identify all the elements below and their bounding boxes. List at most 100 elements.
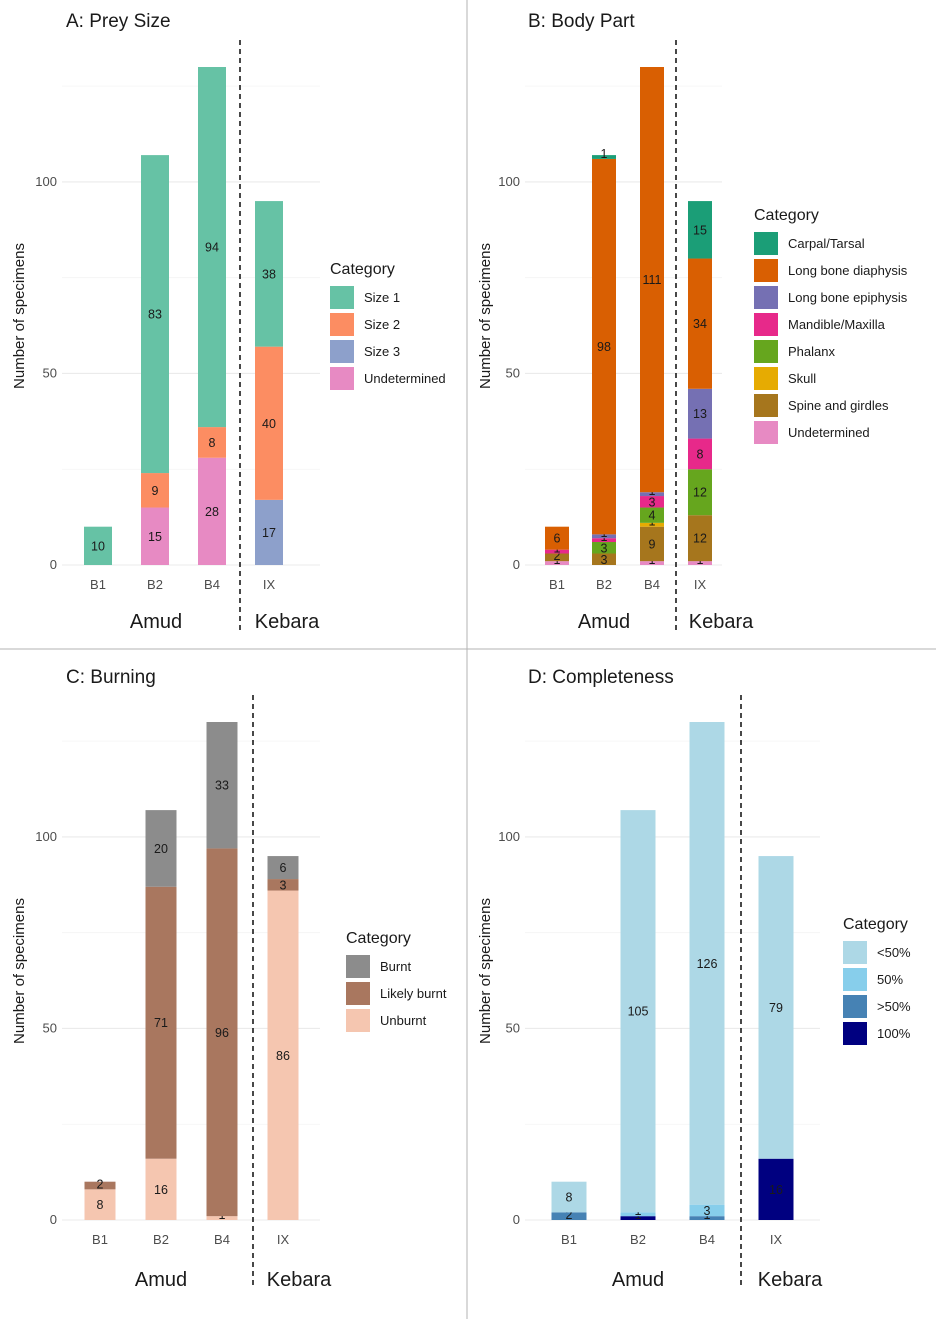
data-label: 3 [649,495,656,509]
site-label-kebara: Kebara [267,1269,332,1291]
site-label-kebara: Kebara [689,611,754,633]
panel-title: C: Burning [66,667,156,688]
data-label: 17 [262,526,276,540]
bar-segment-ix-100- [758,1158,794,1220]
bar-segment-b4-mandible-maxilla [640,496,664,508]
bar-segment-ix-size-3 [255,499,283,565]
y-tick-label: 100 [35,829,57,844]
x-tick-label: B2 [596,577,612,592]
bar-segment-ix-mandible-maxilla [688,438,712,470]
data-label: 12 [693,532,707,546]
x-tick-label: B4 [214,1232,230,1247]
bar-segment-b2-size-1 [141,155,169,474]
data-label: 3 [601,541,608,555]
panel-title: B: Body Part [528,11,635,32]
bar-segment-b4-undetermined [640,561,664,565]
site-label-amud: Amud [130,611,182,633]
data-label: 3 [601,553,608,567]
legend-title: Category [843,916,908,933]
legend-item-label: Mandible/Maxilla [788,317,886,332]
y-axis-label: Number of specimens [11,243,28,389]
legend-item-label: Size 2 [364,317,400,332]
x-tick-label: IX [694,577,707,592]
y-tick-label: 100 [498,174,520,189]
data-label: 2 [97,1177,104,1191]
legend-item-label: <50% [877,945,911,960]
bar-segment-ix-undetermined [688,561,712,565]
bar-segment-b1--50- [551,1181,587,1213]
bar-segment-b4--50- [689,722,725,1205]
site-label-amud: Amud [135,1269,187,1291]
site-label-amud: Amud [612,1269,664,1291]
bar-segment-ix-size-2 [255,346,283,500]
legend-swatch [843,941,867,964]
bar-segment-b2-undetermined [141,507,169,565]
bar-segment-b2-unburnt [145,1158,177,1220]
bar-segment-b1-mandible-maxilla [545,549,569,554]
legend-item-label: Spine and girdles [788,398,889,413]
legend: Category Carpal/Tarsal Long bone diaphysis… [754,207,908,444]
x-tick-label: B4 [204,577,220,592]
bar-segment-b2-long-bone-diaphysis [592,158,616,535]
data-label: 34 [693,317,707,331]
legend-item-label: 100% [877,1026,911,1041]
bar-segment-b4-spine-and-girdles [640,526,664,562]
legend-item-label: Burnt [380,959,411,974]
data-label: 3 [704,1204,711,1218]
legend-title: Category [754,207,819,224]
bar-segment-b4-skull [640,522,664,527]
data-label: 71 [154,1016,168,1030]
bar-segment-b1-unburnt [84,1189,116,1220]
legend-swatch [843,968,867,991]
bar-segment-b4-unburnt [206,1216,238,1220]
bar-segment-b2-100- [620,1216,656,1220]
legend: Category Burnt Likely burnt Unburnt [346,930,447,1032]
bar-segment-ix-burnt [267,856,299,880]
legend: Category Size 1 Size 2 Size 3 Undetermined [330,261,446,390]
x-tick-label: B4 [699,1232,715,1247]
data-label: 126 [697,957,718,971]
x-tick-label: IX [770,1232,783,1247]
y-tick-label: 50 [506,1020,520,1035]
data-label: 8 [566,1191,573,1205]
y-tick-label: 0 [513,557,520,572]
bar-segment-b4-likely-burnt [206,848,238,1217]
bar-segment-ix-likely-burnt [267,879,299,891]
data-label: 3 [280,878,287,892]
bar-segment-b4-size-1 [198,67,226,428]
legend-item-label: Carpal/Tarsal [788,236,865,251]
x-tick-label: B4 [644,577,660,592]
data-label: 111 [642,273,661,287]
y-tick-label: 50 [506,365,520,380]
bar-segment-ix-long-bone-diaphysis [688,258,712,389]
chart-panel-a: A: Prey Size Number of specimens 0 50 100 10 B… [11,11,446,633]
y-tick-label: 0 [50,1212,57,1227]
x-tick-label: B1 [549,577,565,592]
bar-segment-b4-burnt [206,722,238,849]
y-tick-label: 0 [50,557,57,572]
legend-item-label: 50% [877,972,903,987]
legend-swatch [346,955,370,978]
data-label: 4 [649,509,656,523]
panel-title: D: Completeness [528,667,674,688]
legend-swatch [330,286,354,309]
bar-segment-b1-likely-burnt [84,1181,116,1190]
data-label: 6 [554,532,561,546]
chart-panel-c: C: Burning Number of specimens 0 50 100 8 2 B1 1… [11,667,447,1291]
legend-item-label: Phalanx [788,344,835,359]
data-label: 8 [97,1198,104,1212]
x-tick-label: B2 [153,1232,169,1247]
legend-swatch [843,995,867,1018]
legend-swatch [330,367,354,390]
site-label-amud: Amud [578,611,630,633]
x-tick-label: B2 [630,1232,646,1247]
x-tick-label: B2 [147,577,163,592]
bar-segment-b4-size-2 [198,427,226,458]
legend-item-label: Skull [788,371,816,386]
x-tick-label: B1 [90,577,106,592]
bar-segment-ix-unburnt [267,890,299,1220]
chart-panel-d: D: Completeness Number of specimens 0 50 100… [477,667,911,1291]
data-label: 40 [262,417,276,431]
data-label: 9 [152,484,159,498]
